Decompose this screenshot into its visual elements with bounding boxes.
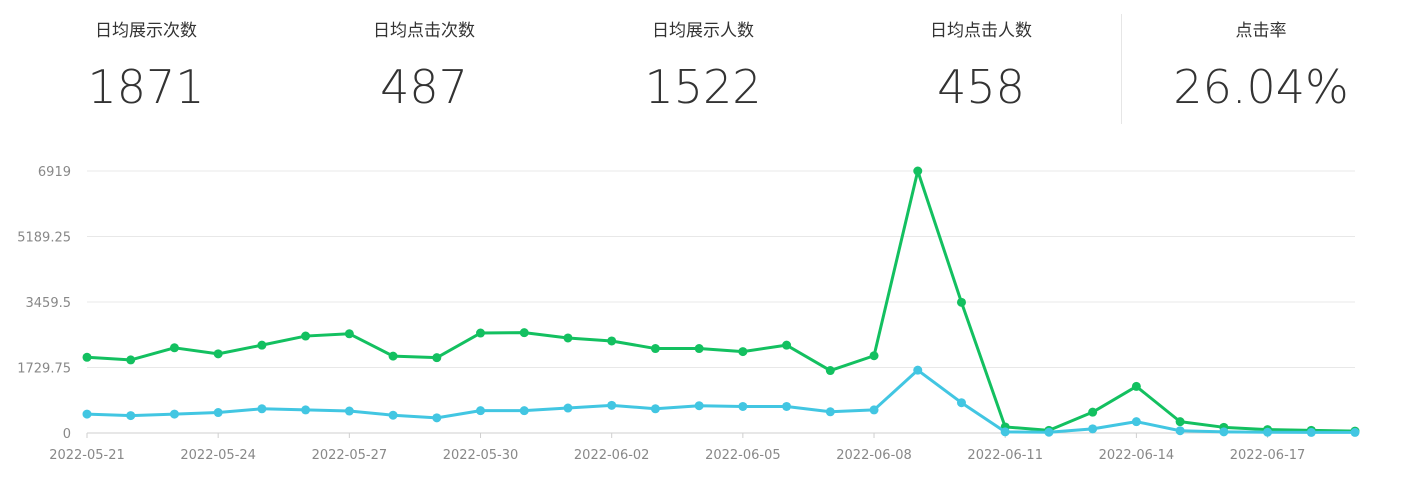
data-point-series-2 bbox=[344, 406, 354, 416]
x-tick-label: 2022-05-21 bbox=[49, 448, 125, 463]
stat-label: 日均展示次数 bbox=[95, 21, 197, 41]
data-point-series-2 bbox=[1044, 427, 1054, 437]
data-point-series-1 bbox=[825, 366, 835, 376]
data-point-series-1 bbox=[869, 351, 879, 361]
stat-label: 日均点击人数 bbox=[930, 21, 1032, 41]
x-tick-label: 2022-06-11 bbox=[967, 448, 1043, 463]
data-point-series-2 bbox=[169, 409, 179, 419]
data-point-series-2 bbox=[82, 409, 92, 419]
data-point-series-2 bbox=[388, 410, 398, 420]
data-point-series-2 bbox=[869, 405, 879, 415]
data-point-series-2 bbox=[825, 407, 835, 417]
data-point-series-1 bbox=[519, 328, 529, 338]
data-point-series-2 bbox=[1131, 417, 1141, 427]
data-point-series-2 bbox=[956, 398, 966, 408]
data-point-series-1 bbox=[913, 166, 923, 176]
series-line-1 bbox=[85, 169, 1357, 433]
x-tick-label: 2022-05-30 bbox=[443, 448, 519, 463]
data-point-series-2 bbox=[257, 404, 267, 414]
data-point-series-1 bbox=[563, 333, 573, 343]
data-point-series-2 bbox=[476, 406, 486, 416]
data-point-series-2 bbox=[519, 406, 529, 416]
data-point-series-1 bbox=[476, 328, 486, 338]
data-point-series-2 bbox=[1263, 427, 1273, 437]
stat-label: 点击率 bbox=[1235, 21, 1287, 41]
data-point-series-1 bbox=[344, 329, 354, 339]
stat-value: 26.04% bbox=[1173, 60, 1349, 114]
data-point-series-2 bbox=[1306, 427, 1316, 437]
x-tick-label: 2022-06-14 bbox=[1099, 448, 1175, 463]
data-point-series-1 bbox=[1131, 381, 1141, 391]
data-point-series-2 bbox=[1000, 427, 1010, 437]
y-tick-label: 1729.75 bbox=[17, 362, 71, 377]
data-point-series-2 bbox=[1088, 424, 1098, 434]
x-tick-label: 2022-06-05 bbox=[705, 448, 781, 463]
stat-value: 458 bbox=[937, 60, 1025, 114]
stat-value: 1522 bbox=[644, 60, 762, 114]
data-point-series-1 bbox=[1175, 417, 1185, 427]
data-point-series-1 bbox=[82, 352, 92, 362]
data-point-series-1 bbox=[126, 355, 136, 365]
data-point-series-1 bbox=[956, 297, 966, 307]
y-tick-label: 5189.25 bbox=[17, 231, 71, 246]
x-tick-label: 2022-06-02 bbox=[574, 448, 650, 463]
data-point-series-2 bbox=[782, 401, 792, 411]
data-point-series-1 bbox=[1088, 407, 1098, 417]
data-point-series-2 bbox=[1350, 427, 1360, 437]
data-point-series-1 bbox=[213, 349, 223, 359]
y-tick-label: 6919 bbox=[38, 165, 71, 180]
x-tick-label: 2022-06-17 bbox=[1230, 448, 1306, 463]
x-tick-label: 2022-06-08 bbox=[836, 448, 912, 463]
data-point-series-2 bbox=[213, 408, 223, 418]
stats-divider bbox=[1121, 14, 1122, 124]
stat-value: 1871 bbox=[87, 60, 205, 114]
data-point-series-1 bbox=[388, 351, 398, 361]
data-point-series-1 bbox=[432, 353, 442, 363]
series-line-2 bbox=[85, 368, 1357, 434]
data-point-series-2 bbox=[694, 401, 704, 411]
data-point-series-1 bbox=[169, 343, 179, 353]
data-point-series-1 bbox=[738, 347, 748, 357]
data-point-series-1 bbox=[782, 340, 792, 350]
data-point-series-2 bbox=[126, 411, 136, 421]
line-chart: 0 1729.75 3459.5 5189.25 6919 2022-05-21 2022-… bbox=[17, 165, 1360, 463]
stat-label: 日均点击次数 bbox=[373, 21, 475, 41]
x-tick-label: 2022-05-27 bbox=[312, 448, 388, 463]
data-point-series-2 bbox=[432, 413, 442, 423]
data-point-series-2 bbox=[301, 405, 311, 415]
x-tick-label: 2022-05-24 bbox=[180, 448, 256, 463]
y-tick-label: 3459.5 bbox=[26, 296, 72, 311]
data-point-series-1 bbox=[257, 340, 267, 350]
data-point-series-2 bbox=[607, 400, 617, 410]
y-tick-label: 0 bbox=[63, 427, 71, 442]
data-point-series-2 bbox=[563, 403, 573, 413]
data-point-series-2 bbox=[1175, 426, 1185, 436]
data-point-series-1 bbox=[607, 336, 617, 346]
data-point-series-2 bbox=[1219, 427, 1229, 437]
stat-label: 日均展示人数 bbox=[652, 21, 754, 41]
data-point-series-2 bbox=[913, 365, 923, 375]
stats-panel: 日均展示次数 1871 日均点击次数 487 日均展示人数 1522 日均点击人… bbox=[0, 0, 1411, 130]
data-point-series-2 bbox=[650, 404, 660, 414]
data-point-series-1 bbox=[301, 331, 311, 341]
data-point-series-1 bbox=[694, 344, 704, 354]
data-point-series-2 bbox=[738, 401, 748, 411]
data-point-series-1 bbox=[650, 344, 660, 354]
stat-value: 487 bbox=[380, 60, 468, 114]
